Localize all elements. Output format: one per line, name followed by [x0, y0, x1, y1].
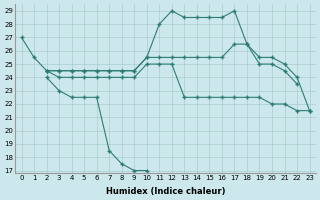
- X-axis label: Humidex (Indice chaleur): Humidex (Indice chaleur): [106, 187, 225, 196]
